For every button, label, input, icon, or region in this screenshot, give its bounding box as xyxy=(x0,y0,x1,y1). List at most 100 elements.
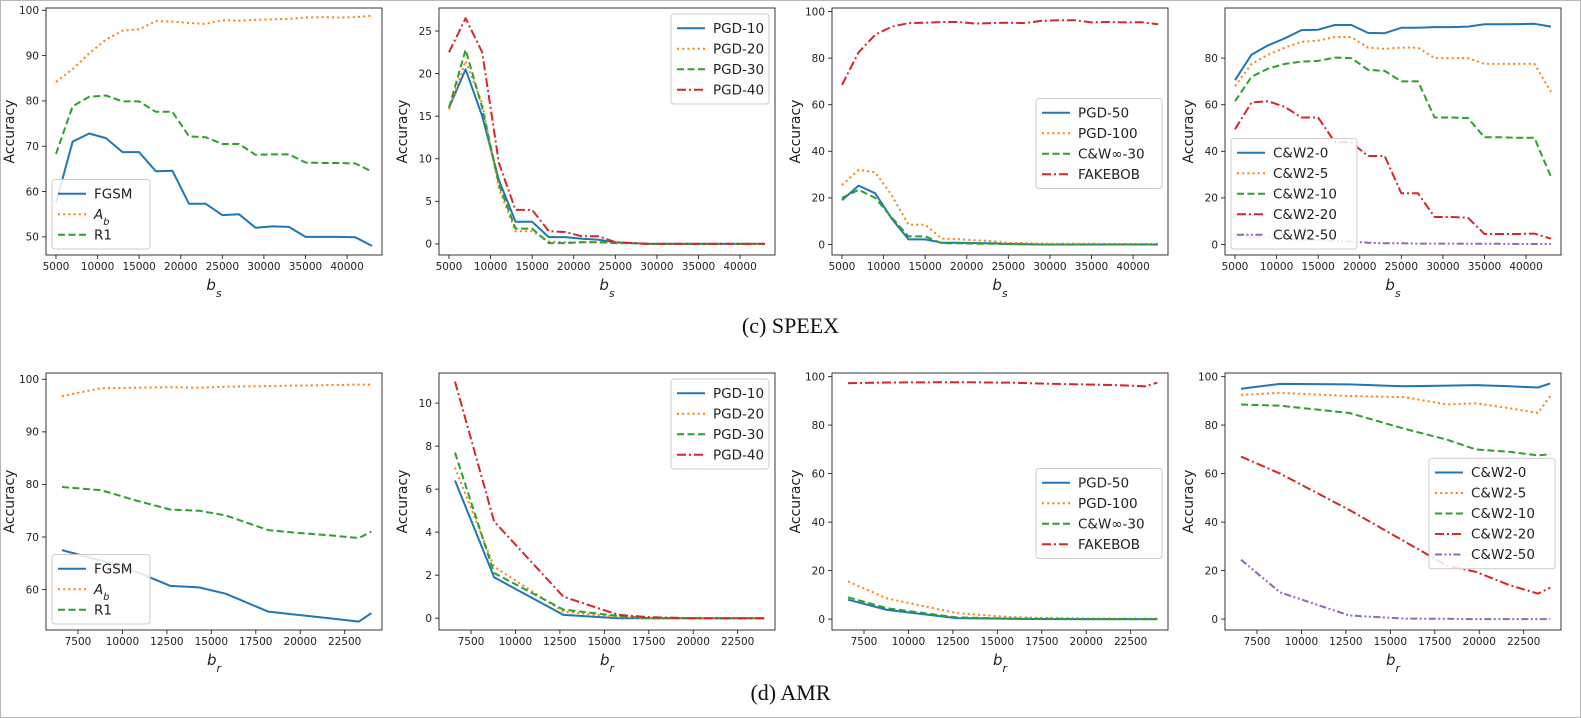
caption-amr: (d) AMR xyxy=(750,680,831,705)
x-tick-label: 20000 xyxy=(1070,636,1103,648)
series-line xyxy=(1234,22,1552,81)
x-tick-label: 22500 xyxy=(721,636,754,648)
x-tick-label: 12500 xyxy=(1329,636,1362,648)
y-tick-label: 100 xyxy=(805,371,825,383)
series-line xyxy=(1234,56,1552,178)
legend-label: PGD-50 xyxy=(1078,105,1129,121)
y-tick-label: 100 xyxy=(805,6,825,18)
x-axis-label: bs xyxy=(992,276,1008,300)
chart-speex-pgd: 5000 10000 15000 20000 25000 30000 35000 40000 0… xyxy=(395,7,776,300)
x-tick-label: 20000 xyxy=(677,636,710,648)
x-tick-label: 40000 xyxy=(723,261,756,273)
chart-speex-fgsm: 5000 10000 15000 20000 25000 30000 35000 40000 5… xyxy=(2,5,383,300)
x-tick-label: 30000 xyxy=(1033,261,1066,273)
legend: PGD-10 PGD-20 PGD-30 PGD-40 xyxy=(670,378,770,470)
y-axis-label: Accuracy xyxy=(1181,470,1197,534)
x-tick-label: 10000 xyxy=(81,261,114,273)
legend-box xyxy=(1428,457,1556,570)
y-tick-label: 70 xyxy=(26,141,39,153)
x-tick-label: 10000 xyxy=(106,636,139,648)
x-tick-label: 20000 xyxy=(950,261,983,273)
legend-box xyxy=(1230,138,1358,250)
y-tick-label: 8 xyxy=(425,441,432,453)
legend-label: C&W2-5 xyxy=(1273,166,1328,182)
y-tick-label: 6 xyxy=(425,484,432,496)
legend-label: PGD-50 xyxy=(1078,475,1129,491)
caption-speex: (c) SPEEX xyxy=(741,313,840,338)
y-tick-label: 20 xyxy=(1205,565,1218,577)
y-tick-label: 10 xyxy=(419,154,432,166)
legend-label: Ab xyxy=(93,207,109,228)
x-tick-label: 5000 xyxy=(1222,261,1249,273)
x-tick-label: 25000 xyxy=(599,261,632,273)
y-tick-label: 4 xyxy=(425,527,432,539)
x-tick-label: 10000 xyxy=(1285,636,1318,648)
x-tick-label: 17500 xyxy=(239,636,272,648)
x-tick-label: 20000 xyxy=(1343,261,1376,273)
y-axis-label: Accuracy xyxy=(788,470,804,534)
chart-amr-cw2: 7500 10000 12500 15000 17500 20000 22500 0 20 40 6… xyxy=(1181,371,1562,675)
x-tick-label: 20000 xyxy=(557,261,590,273)
x-tick-label: 15000 xyxy=(981,636,1014,648)
chart-speex-pgd-long: 5000 10000 15000 20000 25000 30000 35000 40000 0… xyxy=(788,6,1169,300)
x-axis-label: br xyxy=(993,651,1008,675)
x-tick-label: 30000 xyxy=(247,261,280,273)
y-tick-label: 5 xyxy=(425,196,432,208)
y-tick-label: 80 xyxy=(812,53,825,65)
legend-label: C&W2-0 xyxy=(1471,465,1526,481)
legend-label: PGD-10 xyxy=(713,21,764,37)
x-tick-label: 10000 xyxy=(1260,261,1293,273)
x-tick-label: 22500 xyxy=(1507,636,1540,648)
legend-label: C&W2-0 xyxy=(1273,145,1328,161)
y-axis-label: Accuracy xyxy=(788,100,804,164)
series-line xyxy=(448,59,765,245)
legend-label: C&W∞-30 xyxy=(1078,516,1145,532)
y-tick-label: 80 xyxy=(1205,420,1218,432)
x-tick-label: 15000 xyxy=(195,636,228,648)
legend-label: PGD-10 xyxy=(713,386,764,402)
x-tick-label: 5000 xyxy=(436,261,463,273)
y-tick-label: 100 xyxy=(19,5,39,17)
y-tick-label: 0 xyxy=(425,239,432,251)
x-tick-label: 10000 xyxy=(499,636,532,648)
x-axis-label: bs xyxy=(1385,276,1401,300)
legend-label: PGD-40 xyxy=(713,447,764,463)
x-tick-label: 12500 xyxy=(543,636,576,648)
y-tick-label: 80 xyxy=(812,420,825,432)
x-tick-label: 35000 xyxy=(1075,261,1108,273)
x-tick-label: 7500 xyxy=(851,636,878,648)
x-tick-label: 40000 xyxy=(1116,261,1149,273)
legend-label: C&W2-50 xyxy=(1471,547,1535,563)
x-tick-label: 17500 xyxy=(632,636,665,648)
legend-label: PGD-20 xyxy=(713,406,764,422)
x-tick-label: 7500 xyxy=(1244,636,1271,648)
series-line xyxy=(1234,100,1552,240)
legend-label: R1 xyxy=(94,227,112,243)
y-tick-label: 90 xyxy=(26,50,39,62)
x-axis-label: bs xyxy=(206,276,222,300)
x-axis-label: bs xyxy=(599,276,615,300)
x-tick-label: 20000 xyxy=(164,261,197,273)
y-tick-label: 10 xyxy=(419,398,432,410)
legend-box xyxy=(1035,98,1163,189)
series-line xyxy=(448,17,765,245)
y-tick-label: 20 xyxy=(812,193,825,205)
y-tick-label: 80 xyxy=(26,96,39,108)
legend-label: FGSM xyxy=(94,561,132,577)
x-tick-label: 15000 xyxy=(122,261,155,273)
legend-label: Ab xyxy=(93,582,109,603)
x-tick-label: 15000 xyxy=(1301,261,1334,273)
y-tick-label: 15 xyxy=(419,111,432,123)
x-tick-label: 22500 xyxy=(1114,636,1147,648)
y-tick-label: 40 xyxy=(812,146,825,158)
legend-box xyxy=(670,13,770,105)
y-tick-label: 0 xyxy=(818,614,825,626)
x-tick-label: 10000 xyxy=(867,261,900,273)
x-tick-label: 35000 xyxy=(1468,261,1501,273)
y-tick-label: 80 xyxy=(26,479,39,491)
legend-label: PGD-40 xyxy=(713,82,764,98)
y-tick-label: 80 xyxy=(1205,53,1218,65)
legend-label: C&W2-20 xyxy=(1471,527,1535,543)
y-axis-label: Accuracy xyxy=(395,100,411,164)
